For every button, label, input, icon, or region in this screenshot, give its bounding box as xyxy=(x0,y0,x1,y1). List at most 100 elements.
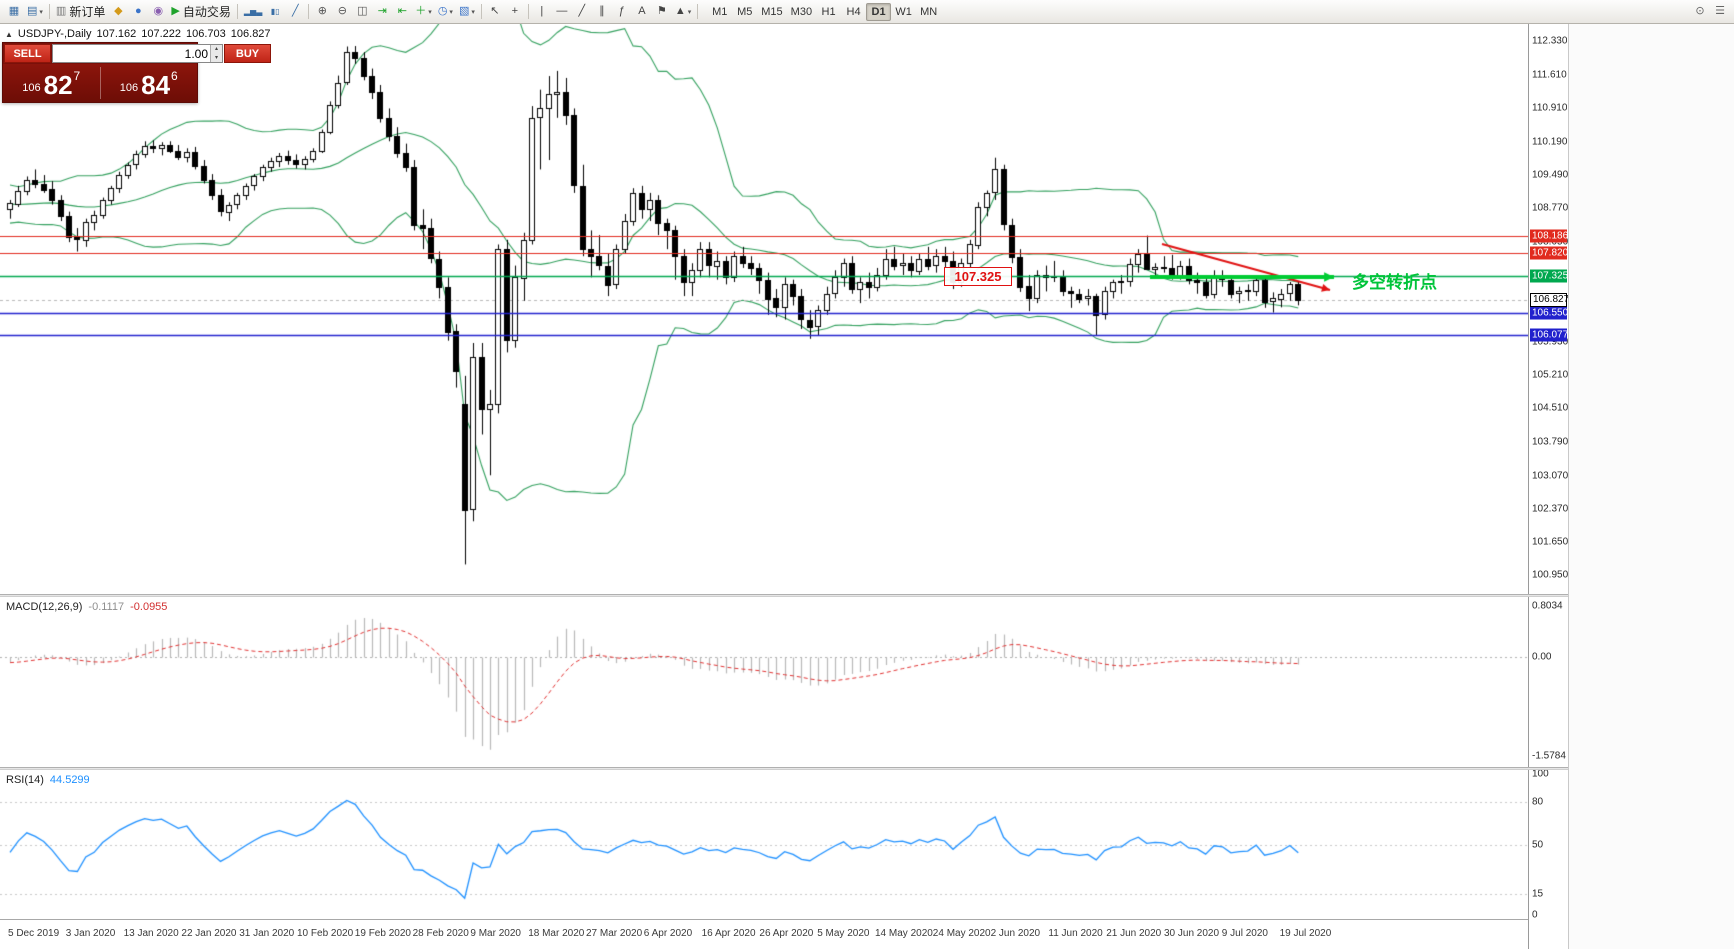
dropdown-caret-icon: ▾ xyxy=(39,8,43,16)
zoom-in-icon[interactable]: ⊕ xyxy=(312,2,332,22)
toolbar-separator xyxy=(697,4,699,19)
sell-price-point: 7 xyxy=(73,69,81,83)
date-label: 28 Feb 2020 xyxy=(412,928,469,939)
periods-icon: ◷ xyxy=(437,5,448,17)
sell-price-pips: 82 xyxy=(43,70,73,100)
time-axis[interactable]: 5 Dec 2019 3 Jan 2020 13 Jan 2020 22 Jan 20… xyxy=(0,919,1528,949)
market-icon[interactable]: ◆ xyxy=(108,2,128,22)
price-axis-label: 104.510 xyxy=(1530,401,1569,415)
auto-scroll-icon[interactable]: ⇥ xyxy=(372,2,392,22)
tile-windows-icon: ◫ xyxy=(357,5,368,17)
timeframe-w1-button[interactable]: W1 xyxy=(895,5,912,18)
fibonacci-icon[interactable]: ƒ xyxy=(612,2,632,22)
indicators-icon: ＋ xyxy=(415,5,427,17)
news-icon[interactable]: ◉ xyxy=(148,2,168,22)
horizontal-line-icon[interactable]: — xyxy=(552,2,572,22)
panel-splitter[interactable] xyxy=(0,767,1568,770)
templates-icon[interactable]: ▧ ▾ xyxy=(456,2,478,22)
channel-icon[interactable]: ∥ xyxy=(592,2,612,22)
volume-down-button[interactable]: ▾ xyxy=(211,53,222,62)
one-click-toggle-icon[interactable]: ▲ xyxy=(5,29,13,39)
rsi-title: RSI(14) xyxy=(6,774,44,786)
price-axis-label: 103.790 xyxy=(1530,435,1569,449)
chart-shift-icon: ⇤ xyxy=(397,5,407,17)
timeframe-m15-button[interactable]: M15 xyxy=(761,5,783,18)
date-label: 31 Jan 2020 xyxy=(239,928,295,939)
sell-button[interactable]: SELL xyxy=(4,44,51,63)
price-axis-label: 112.330 xyxy=(1530,34,1568,48)
timeframe-h4-button[interactable]: H4 xyxy=(846,5,861,18)
price-annotation-box[interactable]: 107.325 xyxy=(944,267,1012,286)
price-axis-label: 80 xyxy=(1530,795,1567,809)
timeframe-m5-button[interactable]: M5 xyxy=(737,5,753,18)
timeframe-button-group: M1 M5 M15 M30 H1 H4 D1 W1 MN xyxy=(707,2,941,21)
shapes-icon[interactable]: ▲ ▾ xyxy=(672,2,694,22)
menu-icon[interactable]: ☰ xyxy=(1710,2,1730,22)
timeframe-m1-button[interactable]: M1 xyxy=(712,5,728,18)
new-order-button: ▥ xyxy=(55,5,67,17)
autotrading-button[interactable]: ▶ 自动交易 xyxy=(168,2,233,22)
buy-price[interactable]: 106 84 6 xyxy=(101,64,198,102)
macd-indicator-label: MACD(12,26,9) -0.1117 -0.0955 xyxy=(6,601,167,613)
date-label: 13 Jan 2020 xyxy=(123,928,179,939)
timeframe-d1-button[interactable]: D1 xyxy=(866,2,892,21)
timeframe-mn-button[interactable]: MN xyxy=(920,5,938,18)
volume-up-button[interactable]: ▴ xyxy=(211,45,222,54)
chart-profiles-icon[interactable]: ▤ ▾ xyxy=(24,2,46,22)
buy-button[interactable]: BUY xyxy=(224,44,271,63)
bar-chart-icon[interactable]: ▂▅▃ xyxy=(241,2,265,22)
auto-scroll-icon: ⇥ xyxy=(377,5,387,17)
main-toolbar: ▦ ▤ ▾ ▥ 新订单 ◆ ● ◉ ▶ 自动交易 ▂▅▃ ▮▯ ╱ ⊕ ⊖ ◫ ⇥ ⇤ ＋ ▾ ◷ ▾ ▧ ▾ ↖ + | — ╱ ∥ ƒ A… xyxy=(0,0,1734,24)
toolbar-item-group: ▦ ▤ ▾ ▥ 新订单 ◆ ● ◉ ▶ 自动交易 ▂▅▃ ▮▯ ╱ ⊕ ⊖ ◫ ⇥ ⇤ ＋ ▾ ◷ ▾ ▧ ▾ ↖ + | — ╱ ∥ ƒ A… xyxy=(4,0,701,23)
community-icon[interactable]: ● xyxy=(128,2,148,22)
line-chart-icon[interactable]: ╱ xyxy=(285,2,305,22)
price-axis[interactable]: 112.330 111.610 110.910 110.190 109.490 108.7… xyxy=(1528,24,1569,949)
low-value: 106.703 xyxy=(186,28,226,40)
trendline-icon[interactable]: ╱ xyxy=(572,2,592,22)
price-axis-label: 101.650 xyxy=(1530,535,1569,549)
sell-price[interactable]: 106 82 7 xyxy=(3,64,100,102)
price-axis-label: 106.077 xyxy=(1530,328,1569,342)
price-axis-label: 0.00 xyxy=(1530,650,1567,664)
line-chart-icon: ╱ xyxy=(291,5,299,17)
turning-point-note[interactable]: 多空转折点 xyxy=(1352,273,1437,292)
new-chart-icon[interactable]: ▦ xyxy=(4,2,24,22)
candlestick-icon[interactable]: ▮▯ xyxy=(265,2,285,22)
search-icon[interactable]: ⊙ xyxy=(1690,2,1710,22)
panel-splitter[interactable] xyxy=(0,594,1568,597)
main-chart-canvas[interactable] xyxy=(0,24,1528,594)
date-label: 3 Jan 2020 xyxy=(65,928,116,939)
label-icon[interactable]: ⚑ xyxy=(652,2,672,22)
market-icon: ◆ xyxy=(114,5,123,17)
vertical-line-icon[interactable]: | xyxy=(532,2,552,22)
price-axis-label: 50 xyxy=(1530,838,1567,851)
macd-panel-canvas[interactable] xyxy=(0,597,1528,767)
date-label: 26 Apr 2020 xyxy=(759,928,814,939)
dropdown-caret-icon: ▾ xyxy=(428,8,432,16)
dropdown-caret-icon: ▾ xyxy=(449,8,453,16)
timeframe-h1-button[interactable]: H1 xyxy=(821,5,836,18)
chart-ohlc-header: ▲ USDJPY-,Daily 107.162 107.222 106.703 … xyxy=(5,28,271,40)
rsi-value: 44.5299 xyxy=(49,774,90,786)
tile-windows-icon[interactable]: ◫ xyxy=(352,2,372,22)
zoom-out-icon: ⊖ xyxy=(337,5,347,17)
periods-icon[interactable]: ◷ ▾ xyxy=(435,2,456,22)
open-value: 107.162 xyxy=(96,28,137,40)
text-icon[interactable]: A xyxy=(632,2,652,22)
new-order-button[interactable]: ▥ 新订单 xyxy=(53,2,108,22)
community-icon: ● xyxy=(135,5,142,17)
crosshair-icon[interactable]: + xyxy=(505,2,525,22)
zoom-out-icon[interactable]: ⊖ xyxy=(332,2,352,22)
text-icon: A xyxy=(638,5,646,17)
fibonacci-icon: ƒ xyxy=(618,5,625,17)
cursor-icon[interactable]: ↖ xyxy=(485,2,505,22)
volume-input[interactable] xyxy=(53,45,210,62)
chart-shift-icon[interactable]: ⇤ xyxy=(392,2,412,22)
date-label: 16 Apr 2020 xyxy=(701,928,756,939)
bar-chart-icon: ▂▅▃ xyxy=(243,6,263,16)
price-axis-label: 109.490 xyxy=(1530,168,1569,182)
trendline-icon: ╱ xyxy=(578,5,586,17)
rsi-panel-canvas[interactable] xyxy=(0,770,1528,919)
timeframe-m30-button[interactable]: M30 xyxy=(790,5,813,18)
indicators-icon[interactable]: ＋ ▾ xyxy=(412,2,435,22)
